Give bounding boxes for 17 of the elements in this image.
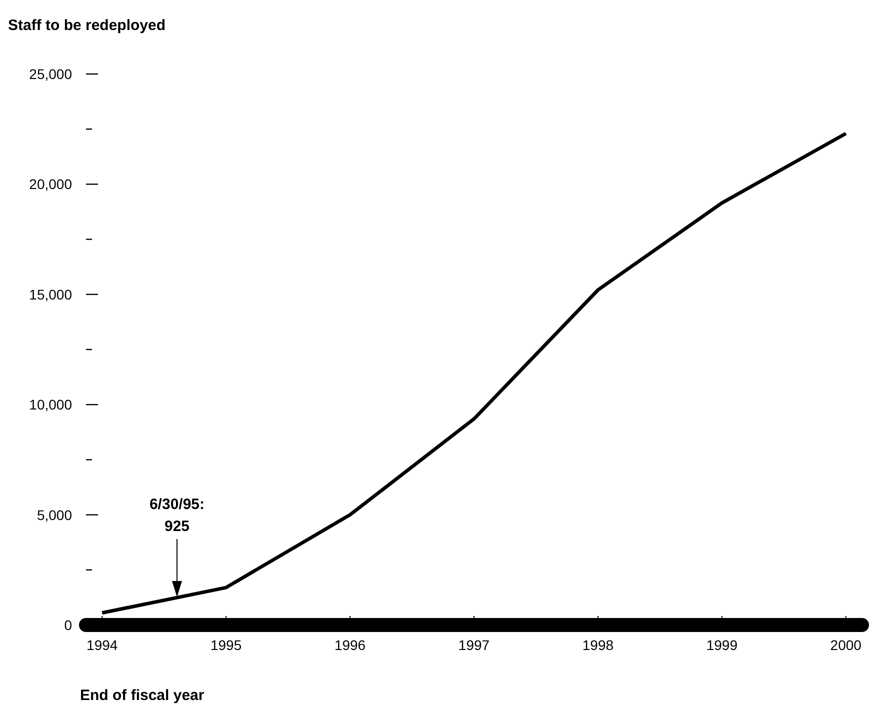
y-tick-label: 10,000: [29, 396, 72, 413]
x-tick-label: 2000: [830, 637, 862, 653]
x-tick-label: 1998: [582, 637, 614, 653]
x-tick-label: 1996: [334, 637, 366, 653]
x-tick-label: 1995: [210, 637, 242, 653]
x-tick-label: 1997: [458, 637, 490, 653]
y-tick-label: 20,000: [29, 176, 72, 192]
x-tick-label: 1994: [86, 637, 118, 653]
chart-title: Staff to be redeployed: [8, 17, 166, 34]
x-axis-title: End of fiscal year: [80, 687, 204, 704]
annotation: 6/30/95: 925: [149, 496, 205, 535]
y-tick-label: 5,000: [36, 506, 72, 523]
y-tick-label: 25,000: [29, 66, 72, 82]
x-tick-label: 1999: [706, 637, 738, 653]
line-series: [100, 132, 848, 615]
y-tick-label: 0: [64, 617, 72, 633]
y-tick-label: 15,000: [29, 286, 72, 302]
